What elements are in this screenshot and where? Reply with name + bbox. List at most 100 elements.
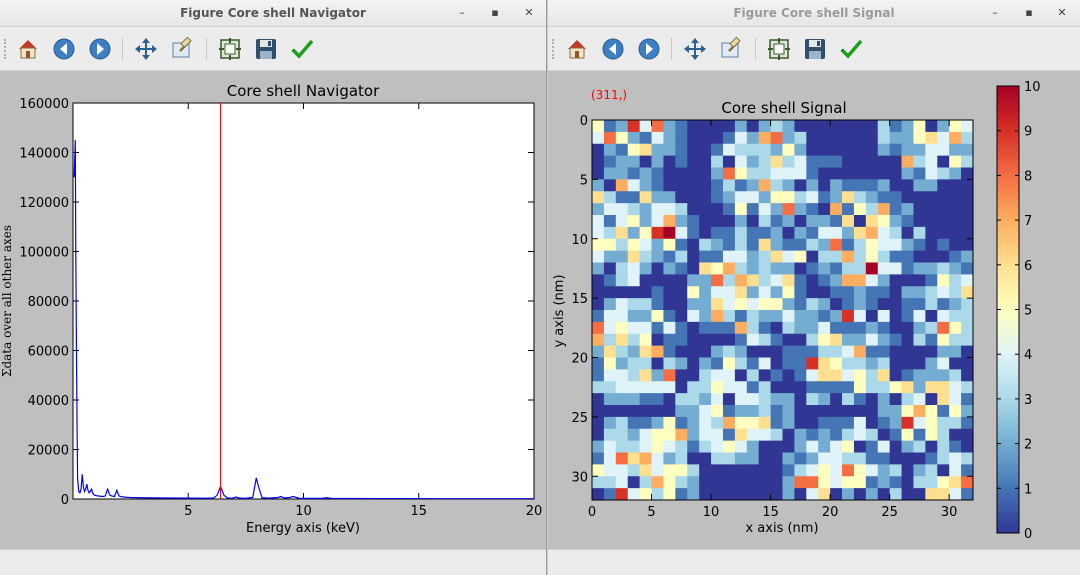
toolbar-grip[interactable] xyxy=(552,39,554,59)
heatmap-cell xyxy=(865,250,879,263)
heatmap-cell xyxy=(615,416,629,430)
signal-plot[interactable]: (311,) Core shell Signal 0 5 10 15 20 25 30051… xyxy=(548,71,1080,549)
heatmap-cell xyxy=(865,310,879,323)
heatmap-cell xyxy=(889,440,902,453)
heatmap-cell xyxy=(925,203,938,216)
heatmap-cell xyxy=(901,167,914,180)
heatmap-cell xyxy=(746,357,760,370)
heatmap-cell xyxy=(615,203,629,216)
heatmap-cell xyxy=(901,369,914,382)
heatmap-cell xyxy=(651,428,664,442)
heatmap-cell xyxy=(675,274,688,287)
heatmap-cell xyxy=(699,405,712,418)
heatmap-cell xyxy=(687,452,700,465)
signal-minimize-button[interactable]: – xyxy=(992,6,998,19)
y-tick-label: 60000 xyxy=(28,345,69,360)
heatmap-cell xyxy=(746,321,760,335)
heatmap-cell xyxy=(806,250,819,263)
signal-canvas[interactable]: (311,) Core shell Signal 0 5 10 15 20 25 30 0 5 1… xyxy=(548,71,1080,549)
heatmap-cell xyxy=(865,286,879,299)
navigator-canvas[interactable]: 5 10 15 20 0 20000 40000 60000 80000 100000 120000… xyxy=(0,71,546,549)
heatmap-cell xyxy=(711,321,724,335)
heatmap-cell xyxy=(806,286,819,299)
heatmap-cell xyxy=(592,238,605,252)
navigator-titlebar[interactable]: Figure Core shell Navigator – ▪ ✕ xyxy=(0,0,546,27)
heatmap-cell xyxy=(722,286,736,299)
heatmap-cell xyxy=(758,476,771,489)
heatmap-cell xyxy=(877,369,891,382)
heatmap-cell xyxy=(806,369,819,382)
heatmap-cell xyxy=(794,262,807,275)
save-icon[interactable] xyxy=(803,37,827,61)
heatmap-cell xyxy=(937,167,950,180)
heatmap-cell xyxy=(830,298,843,311)
navigator-plot[interactable]: 5 10 15 20 0 20000 40000 60000 80000 100000 120000… xyxy=(0,71,547,549)
forward-arrow-icon[interactable] xyxy=(88,37,112,61)
heatmap-cell xyxy=(830,203,843,216)
heatmap-cell xyxy=(925,476,938,489)
heatmap-cell xyxy=(758,416,771,430)
signal-titlebar[interactable]: Figure Core shell Signal – ▪ ✕ xyxy=(548,0,1080,27)
heatmap-cell xyxy=(675,131,688,145)
navigator-minimize-button[interactable]: – xyxy=(459,6,465,19)
heatmap-cell xyxy=(901,345,914,358)
home-icon[interactable] xyxy=(16,37,40,61)
heatmap-cell xyxy=(663,440,676,453)
signal-close-button[interactable]: ✕ xyxy=(1057,6,1067,19)
toolbar-grip[interactable] xyxy=(4,39,6,59)
back-arrow-icon[interactable] xyxy=(601,37,625,61)
heatmap-cell xyxy=(592,250,605,263)
navigator-maximize-button[interactable]: ▪ xyxy=(491,6,499,19)
heatmap-cell xyxy=(699,203,712,216)
heatmap-cell xyxy=(675,215,688,228)
heatmap-cell xyxy=(687,298,700,311)
heatmap-cell xyxy=(758,215,771,228)
pan-move-icon[interactable] xyxy=(683,37,707,61)
heatmap-cell xyxy=(794,440,807,453)
heatmap-cells[interactable] xyxy=(592,120,974,501)
heatmap-cell xyxy=(722,476,736,489)
colorbar-tick-label: 3 xyxy=(1024,393,1032,408)
heatmap-cell xyxy=(830,476,843,489)
pan-move-icon[interactable] xyxy=(134,37,158,61)
heatmap-cell xyxy=(830,238,843,252)
heatmap-cell xyxy=(627,345,641,358)
configure-subplots-icon[interactable] xyxy=(218,37,242,61)
edit-check-icon[interactable] xyxy=(839,37,863,61)
heatmap-cell xyxy=(711,428,724,442)
heatmap-cell xyxy=(639,357,652,370)
signal-maximize-button[interactable]: ▪ xyxy=(1025,6,1033,19)
navigator-axes[interactable] xyxy=(72,102,535,500)
signal-axes[interactable] xyxy=(591,119,974,501)
heatmap-cell xyxy=(937,143,950,157)
zoom-rect-icon[interactable] xyxy=(719,37,743,61)
heatmap-cell xyxy=(853,476,867,489)
heatmap-cell xyxy=(699,226,712,240)
navigator-close-button[interactable]: ✕ xyxy=(524,6,534,19)
heatmap-cell xyxy=(770,286,783,299)
heatmap-cell xyxy=(877,310,891,323)
heatmap-cell xyxy=(842,179,855,192)
heatmap-cell xyxy=(627,238,641,252)
heatmap-cell xyxy=(949,131,962,145)
y-tick-label: 30 xyxy=(571,470,588,485)
heatmap-cell xyxy=(842,416,855,430)
configure-subplots-icon[interactable] xyxy=(767,37,791,61)
heatmap-cell xyxy=(794,369,807,382)
heatmap-cell xyxy=(603,191,617,204)
heatmap-cell xyxy=(913,131,926,145)
edit-check-icon[interactable] xyxy=(290,37,314,61)
heatmap-cell xyxy=(758,393,771,406)
heatmap-cell xyxy=(949,298,962,311)
zoom-rect-icon[interactable] xyxy=(170,37,194,61)
heatmap-cell xyxy=(639,143,652,157)
forward-arrow-icon[interactable] xyxy=(637,37,661,61)
home-icon[interactable] xyxy=(565,37,589,61)
save-icon[interactable] xyxy=(254,37,278,61)
heatmap-cell xyxy=(913,464,926,477)
heatmap-cell xyxy=(806,357,819,370)
heatmap-cell xyxy=(806,203,819,216)
heatmap-cell xyxy=(615,357,629,370)
back-arrow-icon[interactable] xyxy=(52,37,76,61)
heatmap-cell xyxy=(889,250,902,263)
